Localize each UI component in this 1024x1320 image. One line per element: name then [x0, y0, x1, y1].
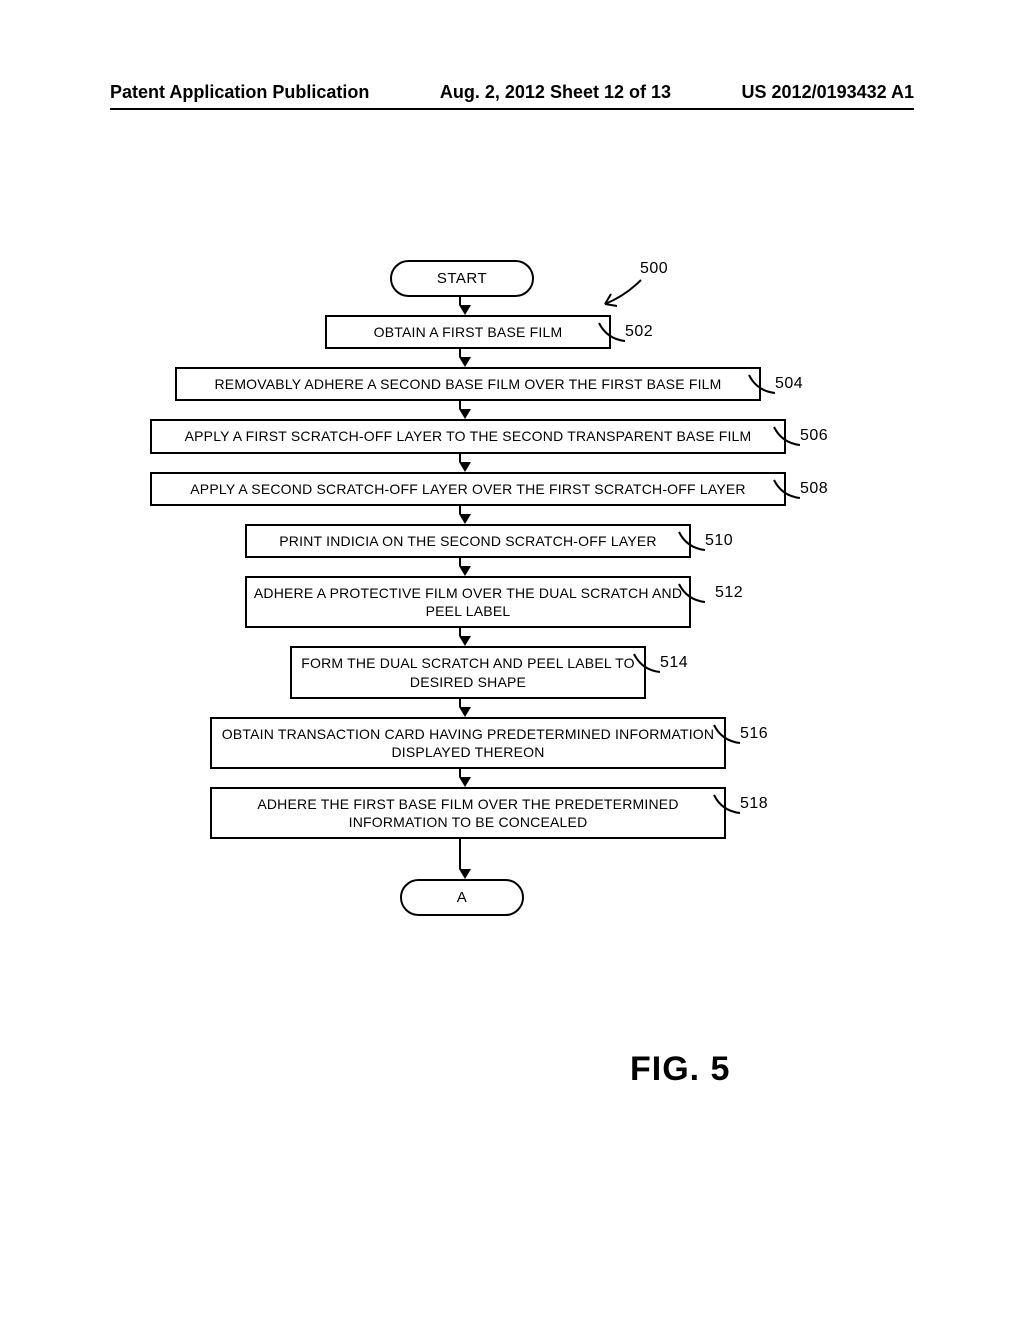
flow-arrow: [459, 839, 461, 879]
step-box-512: ADHERE A PROTECTIVE FILM OVER THE DUAL S…: [245, 576, 691, 628]
start-terminator: START: [390, 260, 534, 297]
ref-502: 502: [625, 323, 653, 341]
step-row: APPLY A SECOND SCRATCH-OFF LAYER OVER TH…: [0, 472, 1024, 506]
step-box-504: REMOVABLY ADHERE A SECOND BASE FILM OVER…: [175, 367, 761, 401]
figure-label: FIG. 5: [630, 1050, 730, 1089]
header-left: Patent Application Publication: [110, 82, 369, 103]
flow-arrow: [459, 699, 461, 717]
ref-504: 504: [775, 375, 803, 393]
step-box-510: PRINT INDICIA ON THE SECOND SCRATCH-OFF …: [245, 524, 691, 558]
flow-arrow: [459, 628, 461, 646]
flow-arrow: [459, 297, 461, 315]
header-right: US 2012/0193432 A1: [742, 82, 914, 103]
step-box-506: APPLY A FIRST SCRATCH-OFF LAYER TO THE S…: [150, 419, 786, 453]
flow-arrow: [459, 349, 461, 367]
step-row: ADHERE A PROTECTIVE FILM OVER THE DUAL S…: [0, 576, 1024, 628]
ref-506: 506: [800, 427, 828, 445]
flow-arrow: [459, 558, 461, 576]
page-header: Patent Application Publication Aug. 2, 2…: [110, 82, 914, 103]
ref-leader: [677, 580, 717, 604]
ref-516: 516: [740, 725, 768, 743]
step-row: REMOVABLY ADHERE A SECOND BASE FILM OVER…: [0, 367, 1024, 401]
ref-518: 518: [740, 795, 768, 813]
ref-508: 508: [800, 480, 828, 498]
flow-arrow: [459, 401, 461, 419]
step-row: FORM THE DUAL SCRATCH AND PEEL LABEL TO …: [0, 646, 1024, 698]
flowchart: 500STARTOBTAIN A FIRST BASE FILM502REMOV…: [0, 260, 1024, 916]
ref-510: 510: [705, 532, 733, 550]
ref-512: 512: [715, 584, 743, 602]
flow-arrow: [459, 769, 461, 787]
ref-514: 514: [660, 654, 688, 672]
step-box-518: ADHERE THE FIRST BASE FILM OVER THE PRED…: [210, 787, 726, 839]
flow-arrow: [459, 506, 461, 524]
header-center: Aug. 2, 2012 Sheet 12 of 13: [440, 82, 671, 103]
step-box-502: OBTAIN A FIRST BASE FILM: [325, 315, 611, 349]
page: Patent Application Publication Aug. 2, 2…: [0, 0, 1024, 1320]
step-row: PRINT INDICIA ON THE SECOND SCRATCH-OFF …: [0, 524, 1024, 558]
step-row: APPLY A FIRST SCRATCH-OFF LAYER TO THE S…: [0, 419, 1024, 453]
step-row: ADHERE THE FIRST BASE FILM OVER THE PRED…: [0, 787, 1024, 839]
flow-arrow: [459, 454, 461, 472]
step-row: OBTAIN TRANSACTION CARD HAVING PREDETERM…: [0, 717, 1024, 769]
step-row: OBTAIN A FIRST BASE FILM 502: [0, 315, 1024, 349]
header-rule: [110, 108, 914, 110]
step-box-508: APPLY A SECOND SCRATCH-OFF LAYER OVER TH…: [150, 472, 786, 506]
step-box-514: FORM THE DUAL SCRATCH AND PEEL LABEL TO …: [290, 646, 646, 698]
step-box-516: OBTAIN TRANSACTION CARD HAVING PREDETERM…: [210, 717, 726, 769]
connector-a: A: [400, 879, 524, 916]
